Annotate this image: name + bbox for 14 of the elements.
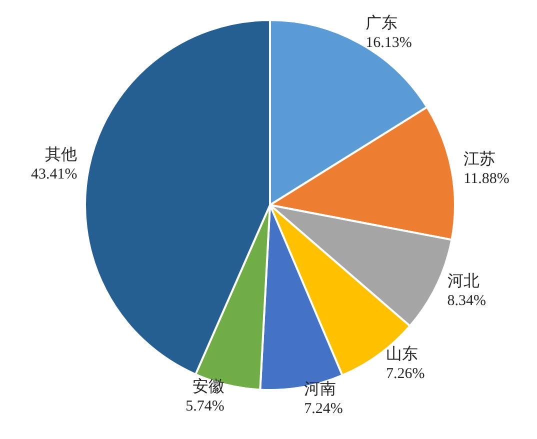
data-label: 7.24% [304,401,343,418]
slice-label: 河南 [304,379,336,398]
data-label: 5.74% [186,398,224,415]
data-label: 11.88% [464,170,510,187]
slice-label: 山东 [386,344,418,364]
data-label: 8.34% [447,292,486,309]
data-label: 43.41% [30,166,78,183]
slice-label: 广东 [366,12,398,32]
slice-label: 河北 [447,270,480,290]
slice-label: 其他 [45,144,78,164]
slice-label: 安徽 [192,376,224,396]
data-label: 16.13% [366,34,412,51]
data-label: 7.26% [386,366,425,382]
slice-label: 江苏 [464,148,496,168]
